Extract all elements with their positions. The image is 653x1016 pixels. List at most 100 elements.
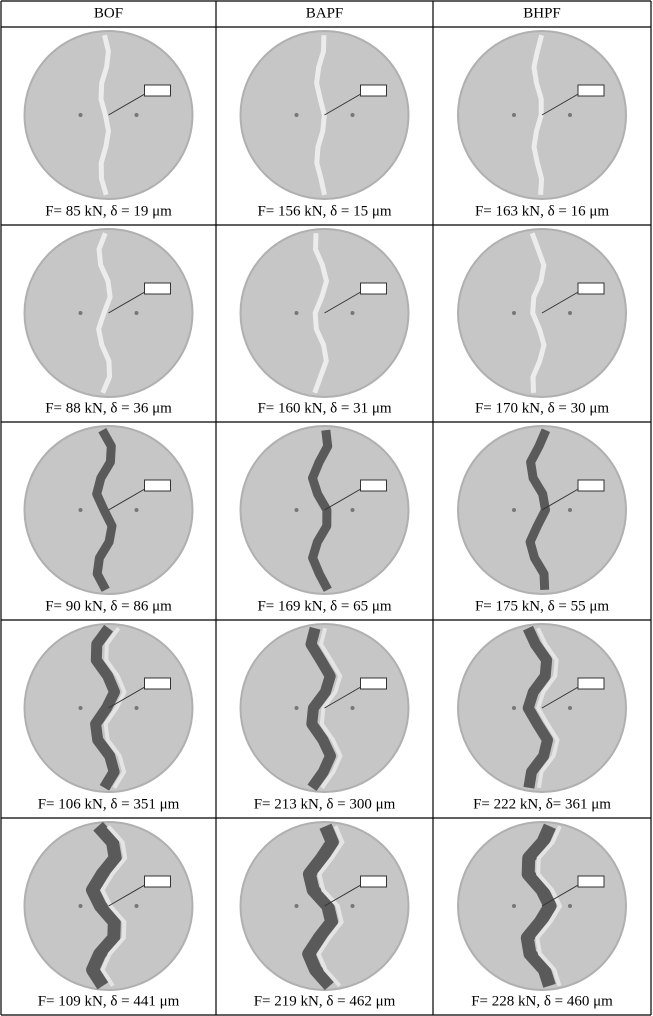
leader-line [108,290,147,314]
crack [314,35,327,196]
cell-caption: F= 109 kN, δ = 441 μm [38,993,180,1009]
leader-line [324,92,363,116]
crack [92,427,117,592]
probe-label [144,677,171,690]
cell-caption: F= 163 kN, δ = 16 μm [475,203,609,219]
specimen-image [457,623,627,793]
marker-dot [350,706,355,710]
marker-dot [568,706,572,710]
leader-line [324,883,363,907]
marker-dot [512,113,516,117]
crack [316,825,345,988]
leader-line [324,487,363,511]
cell-caption: F= 219 kN, δ = 462 μm [254,993,396,1009]
marker-dot [512,706,516,710]
probe-label [577,282,605,295]
marker-dot [350,311,355,315]
crack [305,626,336,791]
probe-label [144,282,171,295]
marker-dot [294,311,299,315]
cell-caption: F= 222 kN, δ= 361 μm [473,796,611,812]
crack [536,627,560,789]
cell-caption: F= 156 kN, δ = 15 μm [257,203,391,219]
marker-dot [78,706,83,710]
crack [90,624,120,791]
crack [520,823,557,988]
crack [308,429,333,592]
leader-line [108,685,147,709]
specimen-image [239,30,410,200]
probe-label [577,875,605,888]
marker-dot [568,904,572,908]
leader-line [541,883,581,907]
column-header: BAPF [306,5,344,21]
leader-line [541,92,581,116]
cell-caption: F= 90 kN, δ = 86 μm [45,598,172,614]
probe-label [577,677,605,690]
specimen-image [23,623,194,793]
cell-caption: F= 175 kN, δ = 55 μm [475,598,609,614]
specimen-image [23,821,194,991]
marker-dot [134,706,139,710]
crack [531,34,545,195]
column-header: BHPF [523,5,561,21]
specimen-image [239,623,410,793]
probe-label [360,84,387,97]
leader-line [541,685,581,709]
probe-label [360,677,387,690]
crack [312,233,329,394]
probe-label [144,479,171,492]
crack [103,627,127,789]
probe-label [577,479,605,492]
leader-line [108,92,147,116]
marker-dot [568,311,572,315]
marker-dot [78,904,83,908]
marker-dot [512,904,516,908]
specimen-image [239,228,410,398]
crack [318,627,343,789]
probe-label [360,875,387,888]
probe-label [577,84,605,97]
cell-caption: F= 85 kN, δ = 19 μm [45,203,172,219]
marker-dot [134,311,139,315]
specimen-image [23,228,194,398]
cell-caption: F= 169 kN, δ = 65 μm [257,598,391,614]
leader-line [108,883,147,907]
cell-caption: F= 170 kN, δ = 30 μm [475,400,609,416]
specimen-image [239,821,410,991]
cell-caption: F= 106 kN, δ = 351 μm [38,796,180,812]
crack [535,825,563,987]
marker-dot [294,508,299,512]
marker-dot [78,113,83,117]
marker-dot [134,904,139,908]
leader-line [108,487,147,511]
crack [86,821,122,990]
marker-dot [134,113,139,117]
marker-dot [512,311,516,315]
specimen-image [239,425,410,595]
marker-dot [134,508,139,512]
specimen-image [457,30,627,200]
leader-line [541,487,581,511]
crack [98,34,111,196]
probe-label [144,875,171,888]
crack [302,823,339,991]
marker-dot [350,113,355,117]
marker-dot [78,508,83,512]
marker-dot [78,311,83,315]
marker-dot [294,113,299,117]
marker-dot [568,508,572,512]
column-header: BOF [94,5,123,21]
leader-line [324,685,363,709]
crack [96,232,113,394]
cell-caption: F= 213 kN, δ = 300 μm [254,796,396,812]
crack [522,625,553,789]
specimen-image [23,30,194,200]
specimen-image [457,425,627,595]
leader-line [324,290,363,314]
crack [525,428,551,590]
cell-caption: F= 88 kN, δ = 36 μm [45,400,172,416]
leader-line [541,290,581,314]
marker-dot [294,904,299,908]
